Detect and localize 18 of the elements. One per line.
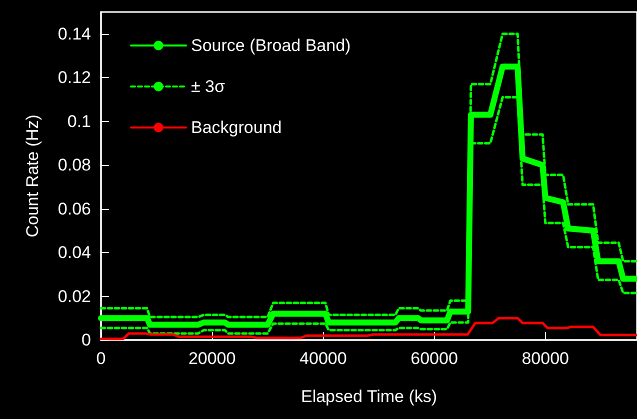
y-axis-title: Count Rate (Hz) (23, 114, 42, 238)
y-tick-label: 0.04 (58, 243, 91, 262)
x-tick-label: 20000 (188, 349, 236, 368)
y-tick-label: 0.02 (58, 286, 91, 306)
x-tick-label: 60000 (410, 349, 458, 368)
y-tick-label: 0 (82, 330, 91, 350)
x-axis-title: Elapsed Time (ks) (300, 387, 438, 406)
y-tick-label: 0.1 (67, 112, 91, 131)
y-tick-label: 0.06 (58, 199, 91, 218)
y-tick-label: 0.14 (58, 24, 91, 44)
x-tick-label: 40000 (300, 349, 347, 368)
legend-label: Background (191, 118, 282, 137)
y-tick-label: 0.08 (58, 156, 91, 175)
x-tick-label: 0 (96, 349, 106, 368)
legend-label: Source (Broad Band) (191, 36, 351, 55)
y-tick-label: 0.12 (58, 68, 91, 88)
x-tick-label: 80000 (522, 349, 569, 368)
legend-label: ± 3σ (191, 77, 226, 96)
